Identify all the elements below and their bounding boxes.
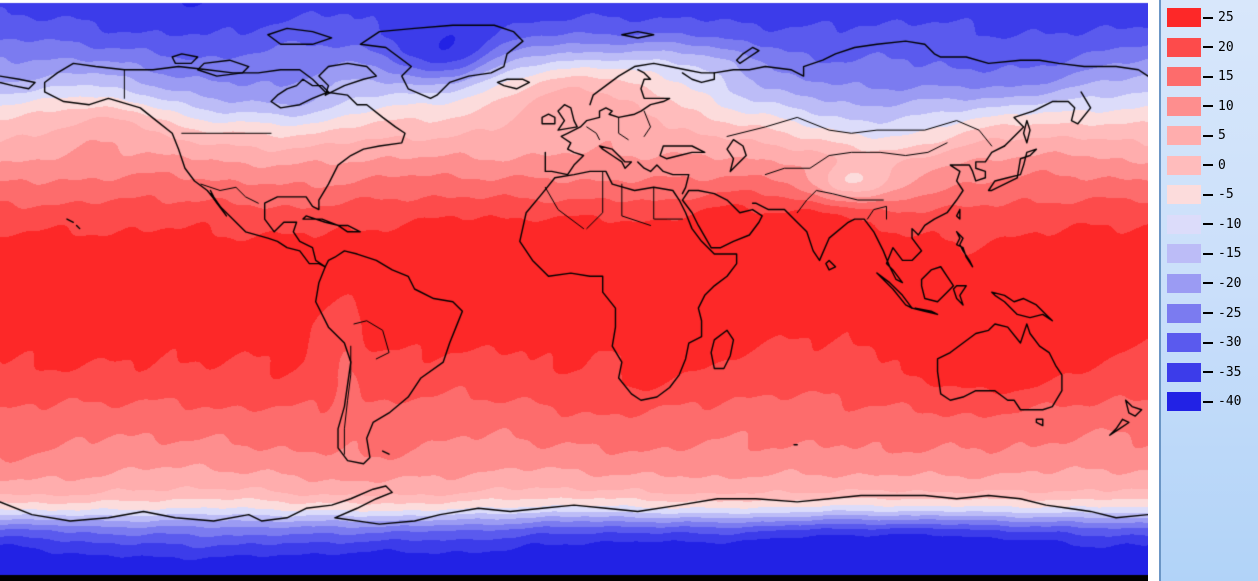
map-canvas: [0, 0, 1148, 581]
legend-label: -10: [1218, 216, 1242, 232]
legend-label: 20: [1218, 39, 1234, 55]
legend-label: -5: [1218, 187, 1234, 203]
legend-swatch-neg40: [1167, 392, 1201, 412]
legend-label: -25: [1218, 305, 1242, 321]
legend-swatch-neg20: [1167, 273, 1201, 293]
legend-tick-icon: [1203, 164, 1213, 167]
legend-swatch-neg30: [1167, 333, 1201, 353]
legend-tick-icon: [1203, 282, 1213, 285]
legend-swatch-0: [1167, 155, 1201, 175]
legend-tick-icon: [1203, 400, 1213, 403]
legend-tick-icon: [1203, 134, 1213, 137]
legend-tick-icon: [1203, 16, 1213, 19]
legend-entry: 5: [1161, 126, 1226, 146]
legend-entry: 25: [1161, 8, 1234, 27]
legend-swatch-15: [1167, 67, 1201, 87]
legend-tick-icon: [1203, 46, 1213, 49]
legend-entry: -5: [1161, 185, 1234, 205]
legend-panel: 25 20 15 10 5 0 -5 -10 -15 -20 -25 -30 -…: [1159, 0, 1258, 581]
legend-tick-icon: [1203, 75, 1213, 78]
legend-label: 15: [1218, 69, 1234, 85]
legend-swatch-neg10: [1167, 214, 1201, 234]
legend-label: -40: [1218, 394, 1242, 410]
legend-tick-icon: [1203, 105, 1213, 108]
legend-tick-icon: [1203, 341, 1213, 344]
world-temperature-contour-map: [0, 0, 1148, 581]
legend-swatch-neg25: [1167, 303, 1201, 323]
legend-entry: 15: [1161, 67, 1234, 87]
legend-label: 25: [1218, 10, 1234, 25]
legend-label: 5: [1218, 128, 1226, 144]
legend-label: -20: [1218, 275, 1242, 291]
legend-swatch-neg15: [1167, 244, 1201, 264]
legend-tick-icon: [1203, 312, 1213, 314]
legend-tick-icon: [1203, 193, 1213, 196]
legend-swatch-neg35: [1167, 362, 1201, 382]
legend-label: 0: [1218, 157, 1226, 173]
legend-entry: 20: [1161, 37, 1234, 57]
legend-label: 10: [1218, 98, 1234, 114]
legend-entry: -25: [1161, 303, 1242, 323]
legend-tick-icon: [1203, 223, 1213, 226]
legend-label: -35: [1218, 364, 1242, 380]
legend-swatch-5: [1167, 126, 1201, 146]
legend-label: -30: [1218, 335, 1242, 351]
legend-entry: -10: [1161, 214, 1242, 234]
legend-swatch-10: [1167, 96, 1201, 116]
legend-entry: -20: [1161, 273, 1242, 293]
legend-entry: -40: [1161, 392, 1242, 412]
legend-entry: -15: [1161, 244, 1242, 264]
legend-entry: 10: [1161, 96, 1234, 116]
legend-entry: -30: [1161, 333, 1242, 353]
legend-swatch-20: [1167, 37, 1201, 57]
legend-tick-icon: [1203, 252, 1213, 255]
legend-swatch-25: [1167, 8, 1201, 27]
legend-entry: -35: [1161, 362, 1242, 382]
legend-label: -15: [1218, 246, 1242, 262]
legend-swatch-neg5: [1167, 185, 1201, 205]
legend-tick-icon: [1203, 371, 1213, 374]
legend-entry: 0: [1161, 155, 1226, 175]
